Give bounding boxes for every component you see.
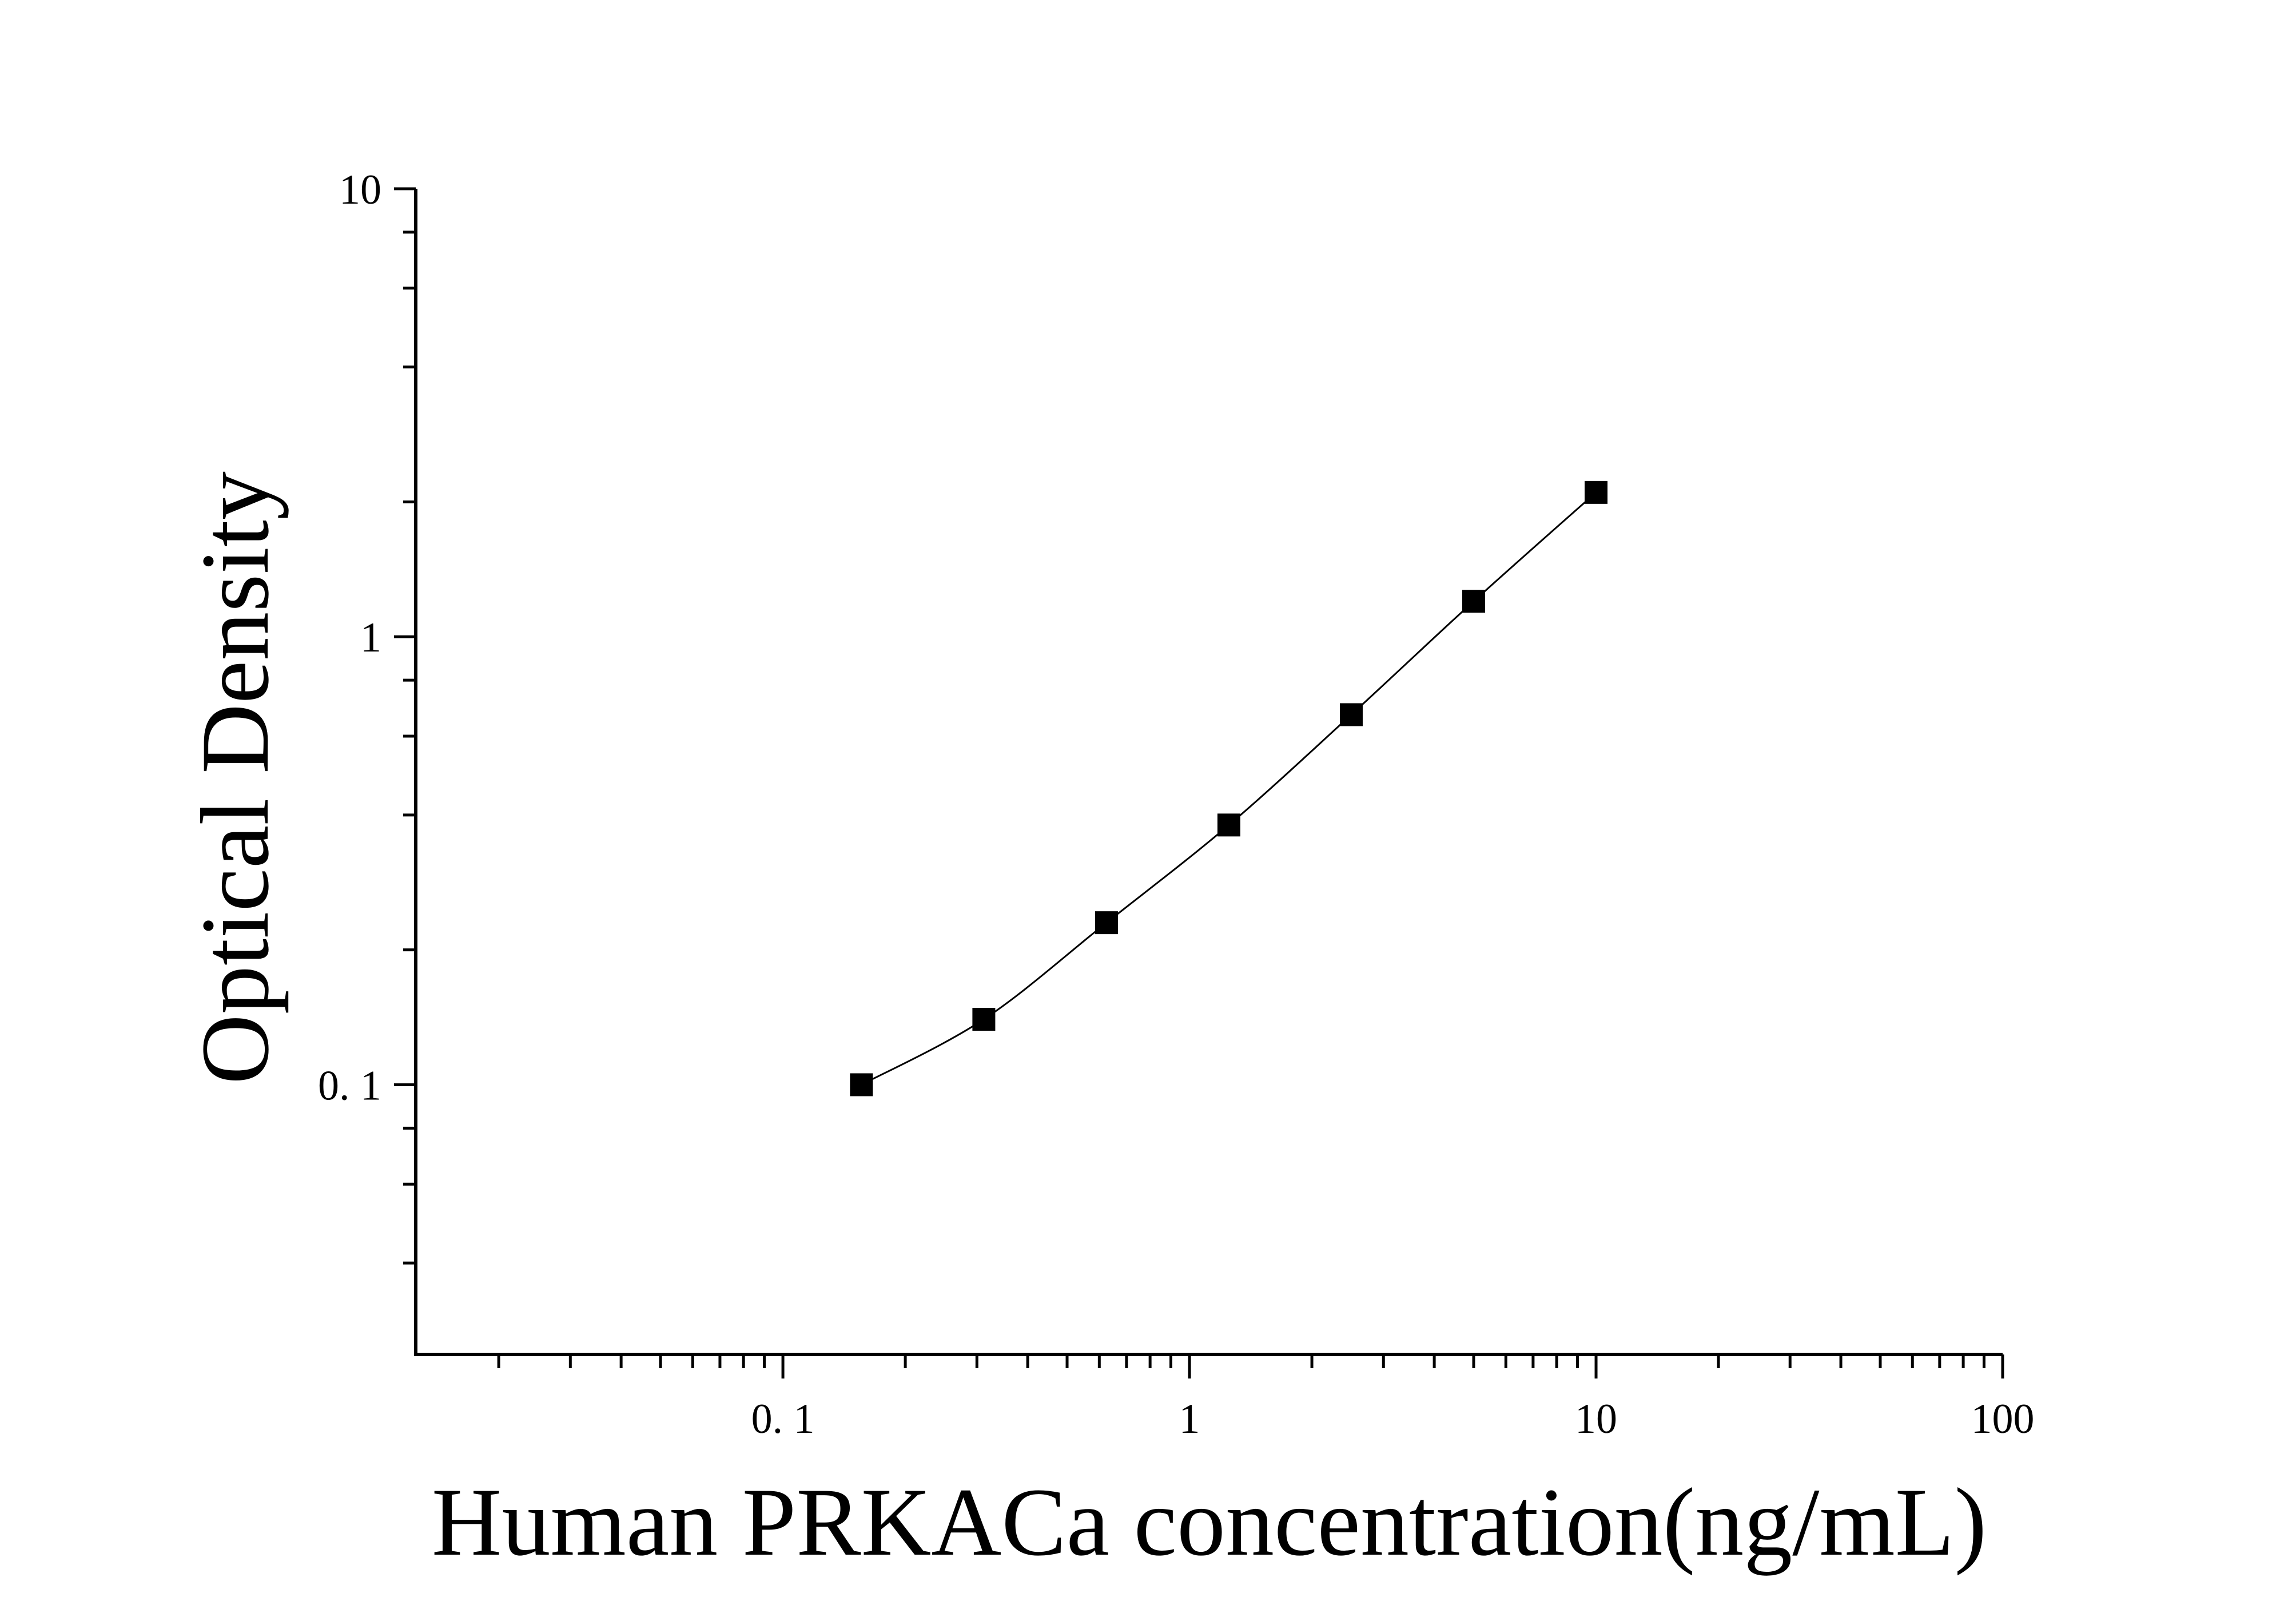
data-point <box>850 1073 873 1097</box>
y-tick-label: 1 <box>360 614 381 661</box>
x-axis-ticks: 0. 1 1 10 100 <box>497 1354 2035 1443</box>
y-axis-ticks: 0. 1 1 10 <box>318 166 416 1265</box>
data-point <box>1095 911 1118 935</box>
data-point <box>1462 590 1485 613</box>
data-point <box>972 1008 996 1031</box>
y-tick-label: 0. 1 <box>318 1062 381 1109</box>
fit-curve-layer <box>861 491 1597 1086</box>
y-tick-label: 10 <box>339 166 381 213</box>
data-points-layer <box>850 480 1608 1097</box>
data-point <box>1339 703 1363 726</box>
data-point <box>1585 480 1608 504</box>
y-axis-title: Optical Density <box>181 471 289 1084</box>
x-tick-label: 0. 1 <box>751 1396 815 1443</box>
axes: 0. 1 1 10 100 0. 1 1 10 <box>318 166 2035 1443</box>
data-point <box>1217 813 1240 837</box>
x-tick-label: 100 <box>1971 1396 2035 1443</box>
fit-curve <box>861 491 1597 1086</box>
x-axis-title: Human PRKACa concentration(ng/mL) <box>432 1468 1987 1576</box>
x-tick-label: 1 <box>1179 1396 1200 1443</box>
x-tick-label: 10 <box>1575 1396 1617 1443</box>
